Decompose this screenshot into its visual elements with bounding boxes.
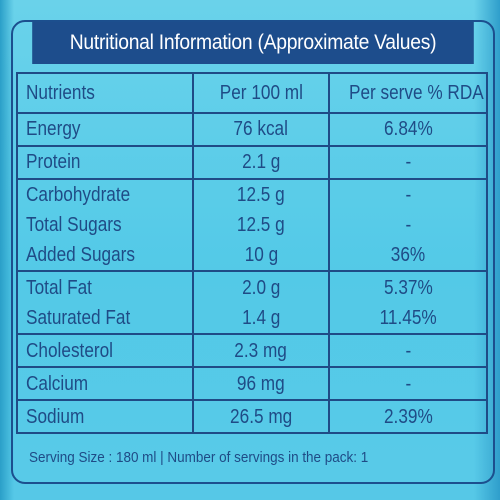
nutrient-name: Total Fat [16,270,194,303]
nutrient-per-100ml: 10 g [192,240,330,273]
nutrient-name: Energy [16,112,194,147]
nutrient-per-100ml: 2.3 mg [192,333,330,369]
nutrient-rda: 5.37% [328,270,488,303]
table-row: Cholesterol 2.3 mg - [16,333,488,369]
nutrient-rda: - [328,333,488,369]
nutrient-per-100ml: 12.5 g [192,177,330,211]
nutrient-rda: - [328,177,488,211]
serving-size-note: Serving Size : 180 ml | Number of servin… [29,450,369,466]
nutrition-label: Nutritional Information (Approximate Val… [11,20,495,484]
column-header-nutrients: Nutrients [16,72,194,114]
nutrient-rda: - [328,366,488,402]
table-row: Energy 76 kcal 6.84% [16,112,488,147]
nutrient-name: Saturated Fat [16,302,194,336]
label-title: Nutritional Information (Approximate Val… [32,22,474,64]
nutrient-per-100ml: 26.5 mg [192,399,330,434]
nutrient-name: Calcium [16,366,194,402]
table-row: Carbohydrate 12.5 g - [16,177,488,211]
nutrient-rda: - [328,144,488,180]
nutrient-per-100ml: 76 kcal [192,112,330,147]
nutrient-name: Sodium [16,399,194,434]
nutrient-name: Total Sugars [16,210,194,241]
table-row: Saturated Fat 1.4 g 11.45% [16,302,488,336]
table-header-row: Nutrients Per 100 ml Per serve % RDA [16,72,488,114]
table-row: Total Fat 2.0 g 5.37% [16,270,488,303]
column-header-rda: Per serve % RDA [328,72,488,114]
table-row: Calcium 96 mg - [16,366,488,402]
table-row: Total Sugars 12.5 g - [16,210,488,241]
nutrition-table-wrap: Nutrients Per 100 ml Per serve % RDA Ene… [16,72,488,434]
nutrient-rda: 6.84% [328,112,488,147]
column-header-per-100ml: Per 100 ml [192,72,330,114]
nutrient-name: Added Sugars [16,240,194,273]
nutrient-per-100ml: 1.4 g [192,302,330,336]
table-row: Protein 2.1 g - [16,144,488,180]
nutrition-table: Nutrients Per 100 ml Per serve % RDA Ene… [16,72,488,434]
nutrient-name: Protein [16,144,194,180]
nutrient-per-100ml: 2.0 g [192,270,330,303]
nutrient-name: Cholesterol [16,333,194,369]
nutrient-rda: - [328,210,488,241]
nutrient-rda: 36% [328,240,488,273]
table-row: Sodium 26.5 mg 2.39% [16,399,488,434]
nutrient-per-100ml: 2.1 g [192,144,330,180]
nutrient-rda: 11.45% [328,302,488,336]
nutrient-rda: 2.39% [328,399,488,434]
background-edge-left [0,0,14,500]
table-row: Added Sugars 10 g 36% [16,240,488,273]
nutrient-name: Carbohydrate [16,177,194,211]
nutrient-per-100ml: 96 mg [192,366,330,402]
nutrient-per-100ml: 12.5 g [192,210,330,241]
